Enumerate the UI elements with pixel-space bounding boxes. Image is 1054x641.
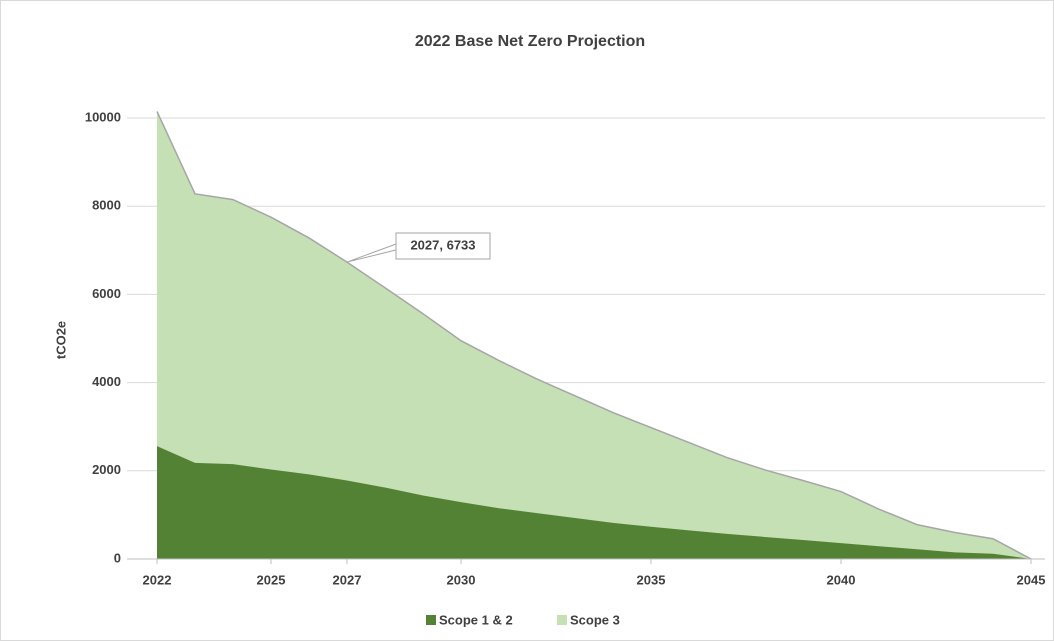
- area: [157, 446, 1031, 559]
- y-tick-label: 10000: [85, 109, 121, 124]
- y-tick-label: 2000: [92, 462, 121, 477]
- legend-swatch: [557, 615, 567, 625]
- x-tick-label: 2030: [447, 572, 476, 587]
- x-tick-label: 2027: [333, 572, 362, 587]
- x-tick-label: 2035: [637, 572, 666, 587]
- area: [157, 111, 1031, 559]
- legend-label: Scope 1 & 2: [439, 612, 513, 627]
- x-tick-label: 2040: [827, 572, 856, 587]
- y-axis-label: tCO2e: [53, 321, 68, 359]
- x-tick-label: 2025: [257, 572, 286, 587]
- legend-swatch: [426, 615, 436, 625]
- chart-title: 2022 Base Net Zero Projection: [415, 33, 645, 50]
- annotation-label: 2027, 6733: [410, 237, 475, 252]
- y-tick-label: 8000: [92, 198, 121, 213]
- legend-label: Scope 3: [570, 612, 620, 627]
- x-tick-label: 2045: [1017, 572, 1046, 587]
- y-tick-label: 6000: [92, 286, 121, 301]
- x-tick-label: 2022: [143, 572, 172, 587]
- area-edge: [156, 111, 1032, 560]
- annotation-box: [395, 232, 491, 260]
- y-tick-label: 4000: [92, 374, 121, 389]
- y-tick-label: 0: [114, 550, 121, 565]
